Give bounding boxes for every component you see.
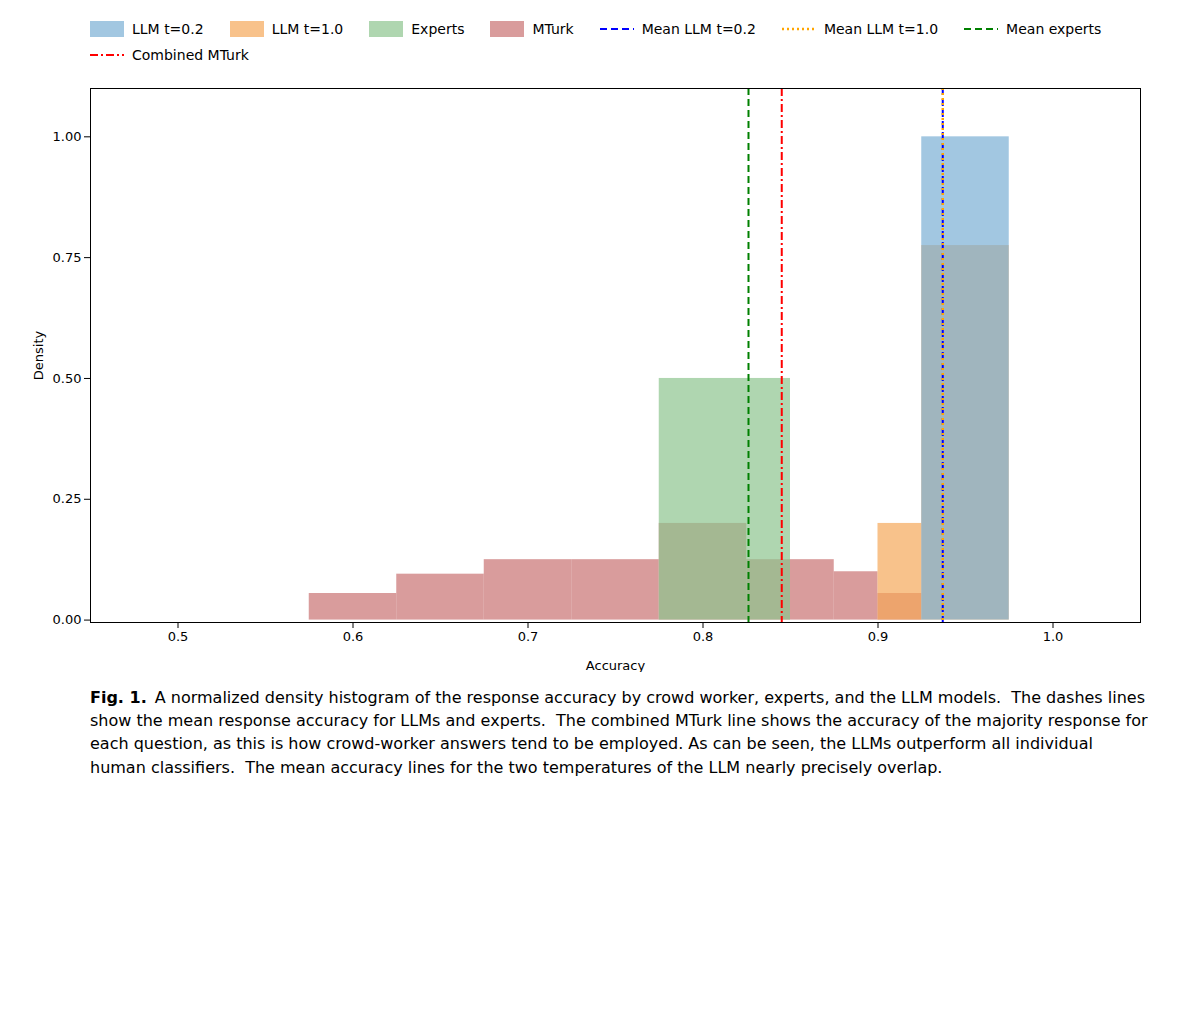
- svg-text:0.00: 0.00: [53, 612, 82, 627]
- svg-text:0.9: 0.9: [868, 629, 889, 644]
- html-text:LLM t=0.2: LLM t=0.2: [132, 21, 204, 37]
- html-text:LLM t=1.0: LLM t=1.0: [271, 21, 344, 37]
- html-text:A normalized density histogram: A normalized density histogram of the re…: [90, 688, 1153, 777]
- svg-text:0.8: 0.8: [693, 629, 714, 644]
- svg-text:Accuracy: Accuracy: [586, 658, 646, 673]
- svg-text:0.75: 0.75: [53, 250, 82, 265]
- html-text:Experts: Experts: [411, 21, 465, 37]
- html-text:Fig. 1.: Fig. 1.: [90, 688, 147, 707]
- svg-text:0.50: 0.50: [53, 371, 82, 386]
- svg-text:Density: Density: [31, 330, 46, 380]
- html-text:Mean experts: Mean experts: [1006, 21, 1102, 37]
- svg-text:0.6: 0.6: [343, 629, 364, 644]
- html-text:Combined MTurk: Combined MTurk: [132, 47, 249, 63]
- svg-text:0.25: 0.25: [53, 491, 82, 506]
- svg-text:0.7: 0.7: [518, 629, 539, 644]
- svg-text:1.0: 1.0: [1043, 629, 1064, 644]
- svg-text:0.5: 0.5: [168, 629, 189, 644]
- html-text:Mean LLM t=0.2: Mean LLM t=0.2: [641, 21, 756, 37]
- html-text:Mean LLM t=1.0: Mean LLM t=1.0: [823, 21, 939, 37]
- html-text:MTurk: MTurk: [532, 21, 574, 37]
- svg-text:1.00: 1.00: [53, 129, 82, 144]
